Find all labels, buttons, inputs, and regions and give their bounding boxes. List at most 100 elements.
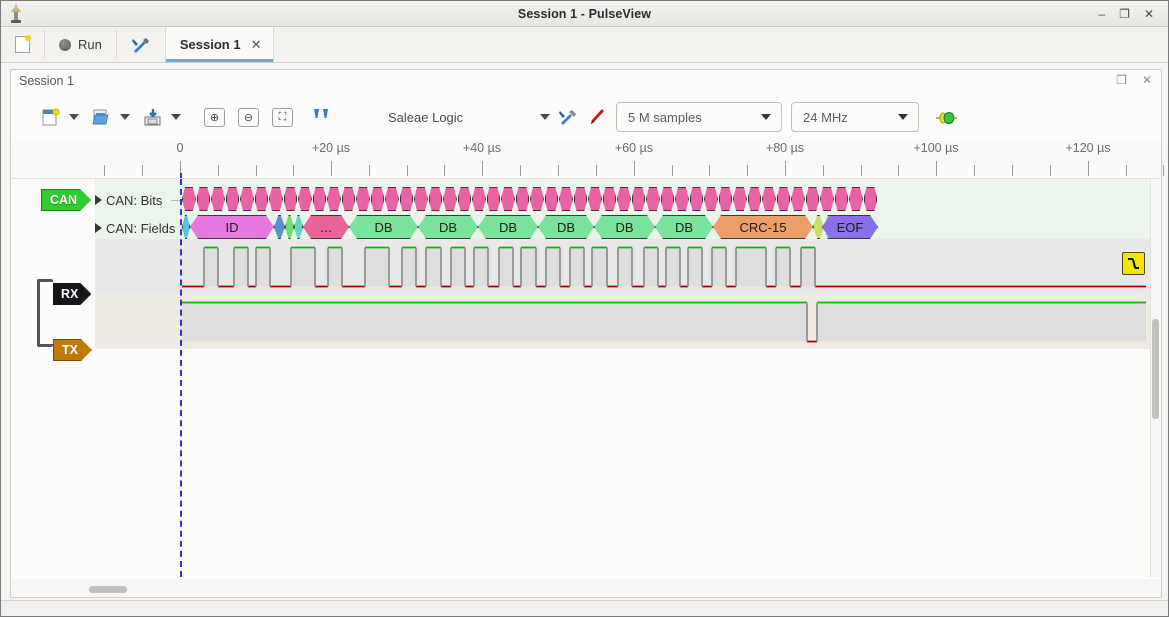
can-field-db[interactable]: DB <box>538 215 594 239</box>
can-bit-cell[interactable] <box>269 187 283 211</box>
can-bit-cell[interactable] <box>385 187 399 211</box>
save-button[interactable] <box>139 103 166 131</box>
can-bit-cell[interactable] <box>805 187 820 211</box>
device-config-button[interactable] <box>554 103 582 131</box>
minimize-button[interactable]: – <box>1098 6 1106 21</box>
can-field--[interactable]: … <box>303 215 349 239</box>
falling-edge-trigger-icon[interactable] <box>1122 252 1145 275</box>
can-bit-cell[interactable] <box>863 187 878 211</box>
expander-can-bits[interactable] <box>95 195 102 205</box>
v-scroll-thumb[interactable] <box>1152 319 1159 419</box>
can-bit-cell[interactable] <box>327 187 341 211</box>
can-field-db[interactable]: DB <box>478 215 538 239</box>
can-bit-cell[interactable] <box>559 187 573 211</box>
can-bit-cell[interactable] <box>646 187 660 211</box>
can-field-marker[interactable] <box>285 215 294 239</box>
can-bit-cell[interactable] <box>443 187 457 211</box>
can-bit-cell[interactable] <box>820 187 834 211</box>
can-bit-cell[interactable] <box>501 187 515 211</box>
can-bit-cell[interactable] <box>196 187 211 211</box>
can-bit-cell[interactable] <box>849 187 863 211</box>
can-field-marker[interactable] <box>294 215 303 239</box>
can-bit-cell[interactable] <box>747 187 762 211</box>
waveform-rx[interactable] <box>11 243 1152 291</box>
zoom-out-button[interactable]: ⊖ <box>238 107 259 127</box>
sample-rate-combo[interactable]: 24 MHz <box>791 102 919 132</box>
can-bit-cell[interactable] <box>341 187 356 211</box>
can-field-db[interactable]: DB <box>655 215 713 239</box>
device-caret-icon[interactable] <box>540 114 550 120</box>
waveform-tx[interactable] <box>11 298 1152 346</box>
can-field-db[interactable]: DB <box>594 215 655 239</box>
can-bit-cell[interactable] <box>399 187 414 211</box>
can-bit-cell[interactable] <box>298 187 312 211</box>
can-bit-cell[interactable] <box>617 187 631 211</box>
can-bit-cell[interactable] <box>472 187 486 211</box>
device-selector[interactable]: Saleae Logic <box>388 110 550 125</box>
sample-rate-caret-icon[interactable] <box>898 114 908 120</box>
tools-button[interactable] <box>117 27 165 62</box>
can-bit-cell[interactable] <box>689 187 704 211</box>
can-bit-cell[interactable] <box>312 187 327 211</box>
horizontal-scrollbar[interactable] <box>11 579 1161 597</box>
tab-close-icon[interactable]: ✕ <box>250 36 262 52</box>
can-field-db[interactable]: DB <box>418 215 478 239</box>
close-button[interactable]: ✕ <box>1143 6 1154 21</box>
can-bit-cell[interactable] <box>588 187 602 211</box>
can-bit-cell[interactable] <box>834 187 849 211</box>
can-bit-cell[interactable] <box>631 187 646 211</box>
can-bit-cell[interactable] <box>762 187 776 211</box>
can-field-marker[interactable] <box>274 215 285 239</box>
can-bit-cell[interactable] <box>544 187 559 211</box>
ruler-cursor[interactable] <box>180 173 182 178</box>
decoder-tag-can[interactable]: CAN <box>41 189 91 211</box>
can-bit-cell[interactable] <box>356 187 370 211</box>
session-close-button[interactable]: ✕ <box>1141 73 1152 87</box>
zoom-in-button[interactable]: ⊕ <box>204 107 225 127</box>
can-bit-cell[interactable] <box>602 187 617 211</box>
can-bit-cell[interactable] <box>457 187 472 211</box>
timeline-ruler[interactable]: 0 +20 µs +40 µs +60 µs +80 µs +100 µs +120 µs <box>11 139 1164 179</box>
tab-session-1[interactable]: Session 1 ✕ <box>164 27 275 62</box>
can-bit-cell[interactable] <box>254 187 269 211</box>
new-session-button[interactable] <box>1 27 44 62</box>
session-restore-button[interactable]: ❐ <box>1116 73 1127 87</box>
can-bit-cell[interactable] <box>283 187 298 211</box>
trace-canvas[interactable]: CAN CAN: Bits CAN: Fields RX TX ID … DB DB D… <box>11 179 1161 577</box>
can-bit-cell[interactable] <box>414 187 428 211</box>
can-bit-cell[interactable] <box>660 187 675 211</box>
channel-tag-tx[interactable]: TX <box>53 339 92 361</box>
open-caret-icon[interactable] <box>120 114 130 120</box>
new-button[interactable] <box>37 103 64 131</box>
zoom-fit-button[interactable]: ⛶ <box>272 107 293 127</box>
can-bit-cell[interactable] <box>718 187 733 211</box>
can-field-crc-15[interactable]: CRC-15 <box>713 215 813 239</box>
cursors-button[interactable] <box>306 103 336 131</box>
can-bit-cell[interactable] <box>225 187 240 211</box>
can-field-id[interactable]: ID <box>190 215 274 239</box>
open-button[interactable] <box>88 103 115 131</box>
can-bit-cell[interactable] <box>791 187 805 211</box>
sample-count-caret-icon[interactable] <box>761 114 771 120</box>
can-bit-cell[interactable] <box>515 187 530 211</box>
can-bit-cell[interactable] <box>675 187 689 211</box>
sample-count-combo[interactable]: 5 M samples <box>616 102 782 132</box>
save-caret-icon[interactable] <box>171 114 181 120</box>
can-bit-cell[interactable] <box>240 187 254 211</box>
h-scroll-thumb[interactable] <box>89 586 127 593</box>
can-bit-cell[interactable] <box>428 187 443 211</box>
can-field-marker[interactable] <box>182 215 190 239</box>
expander-can-fields[interactable] <box>95 223 102 233</box>
can-field-db[interactable]: DB <box>349 215 418 239</box>
can-bit-cell[interactable] <box>530 187 544 211</box>
maximize-button[interactable]: ❐ <box>1119 6 1130 21</box>
can-bit-cell[interactable] <box>573 187 588 211</box>
can-bit-cell[interactable] <box>211 187 225 211</box>
can-bit-cell[interactable] <box>704 187 718 211</box>
time-cursor[interactable] <box>180 179 182 577</box>
can-bit-cell[interactable] <box>370 187 385 211</box>
can-bit-cell[interactable] <box>486 187 501 211</box>
probe-button[interactable] <box>582 103 610 131</box>
can-bit-cell[interactable] <box>733 187 747 211</box>
channel-tag-rx[interactable]: RX <box>53 283 91 305</box>
